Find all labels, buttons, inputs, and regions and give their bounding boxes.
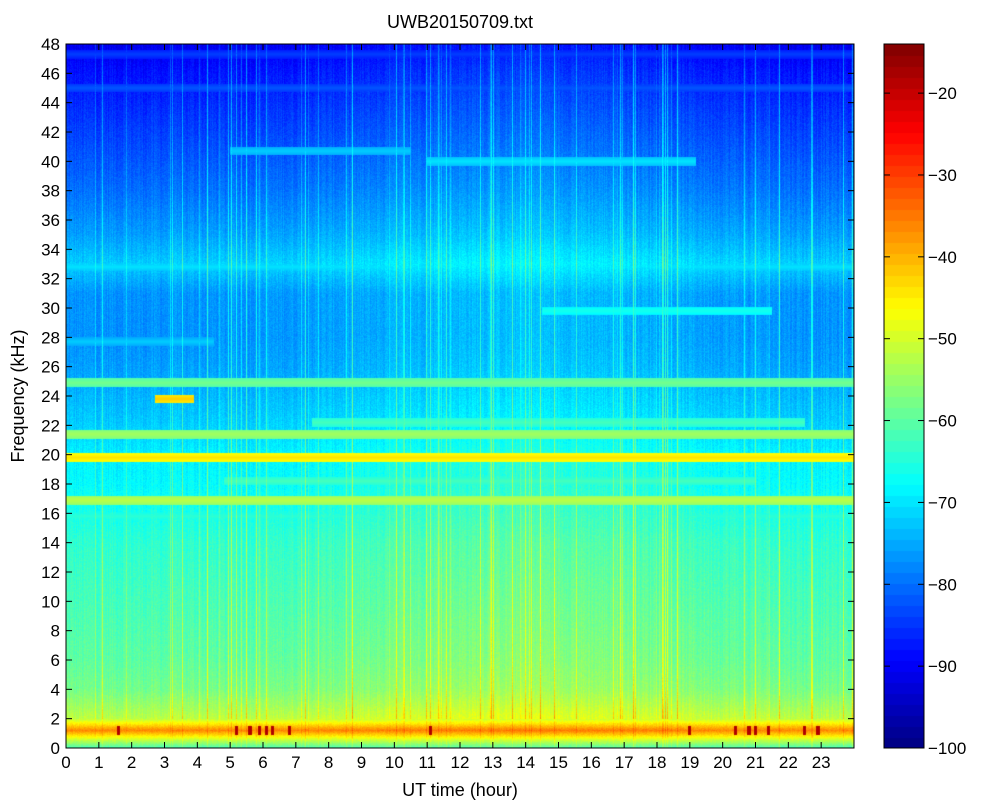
y-tick-label: 12 <box>41 563 60 582</box>
x-tick-label: 20 <box>713 753 732 772</box>
x-tick-label: 3 <box>160 753 169 772</box>
x-tick-label: 4 <box>193 753 202 772</box>
x-tick-label: 23 <box>812 753 831 772</box>
y-tick-label: 26 <box>41 358 60 377</box>
x-tick-label: 7 <box>291 753 300 772</box>
x-tick-label: 0 <box>61 753 70 772</box>
x-axis: 0 1 2 3 4 5 6 7 8 9 10 11 12 13 14 15 16 17 18 19 20 21 22 23 <box>61 44 831 772</box>
y-tick-label: 16 <box>41 504 60 523</box>
colorbar-axis: −100 −90 −80 −70 −60 −50 −40 −30 −20 <box>884 84 966 758</box>
colorbar-tick-label: −50 <box>928 330 957 349</box>
x-tick-label: 13 <box>483 753 502 772</box>
x-tick-label: 6 <box>258 753 267 772</box>
y-tick-label: 20 <box>41 446 60 465</box>
colorbar-tick-label: −60 <box>928 412 957 431</box>
y-tick-label: 0 <box>51 739 60 758</box>
colorbar-tick-label: −30 <box>928 166 957 185</box>
y-tick-label: 32 <box>41 270 60 289</box>
y-tick-label: 14 <box>41 534 60 553</box>
y-tick-label: 44 <box>41 94 60 113</box>
y-tick-label: 46 <box>41 64 60 83</box>
colorbar-tick-label: −20 <box>928 84 957 103</box>
x-tick-label: 21 <box>746 753 765 772</box>
x-tick-label: 2 <box>127 753 136 772</box>
y-tick-label: 38 <box>41 182 60 201</box>
x-tick-label: 14 <box>516 753 535 772</box>
y-tick-label: 36 <box>41 211 60 230</box>
y-tick-label: 8 <box>51 622 60 641</box>
colorbar-gradient <box>884 44 924 748</box>
x-tick-label: 8 <box>324 753 333 772</box>
y-tick-label: 42 <box>41 123 60 142</box>
y-tick-label: 6 <box>51 651 60 670</box>
y-tick-label: 24 <box>41 387 60 406</box>
x-tick-label: 15 <box>549 753 568 772</box>
x-tick-label: 9 <box>357 753 366 772</box>
x-tick-label: 22 <box>779 753 798 772</box>
y-tick-label: 40 <box>41 152 60 171</box>
colorbar-tick-label: −70 <box>928 493 957 512</box>
x-tick-label: 11 <box>418 753 436 772</box>
chart-title: UWB20150709.txt <box>387 12 533 32</box>
y-tick-label: 18 <box>41 475 60 494</box>
colorbar-frame <box>883 43 925 749</box>
colorbar <box>884 44 924 748</box>
x-tick-label: 18 <box>648 753 667 772</box>
y-tick-label: 2 <box>51 710 60 729</box>
x-tick-label: 16 <box>582 753 601 772</box>
y-tick-label: 48 <box>41 35 60 54</box>
y-axis: 0246810121416182022242628303234363840424… <box>41 35 854 758</box>
x-tick-label: 1 <box>94 753 103 772</box>
y-tick-label: 10 <box>41 592 60 611</box>
y-tick-label: 30 <box>41 299 60 318</box>
y-tick-label: 4 <box>51 680 60 699</box>
y-tick-label: 28 <box>41 328 60 347</box>
x-tick-label: 5 <box>225 753 234 772</box>
spectrogram-heatmap <box>66 44 854 748</box>
x-tick-label: 10 <box>385 753 404 772</box>
spectrogram-plot-area <box>66 44 854 748</box>
colorbar-tick-label: −40 <box>928 248 957 267</box>
colorbar-tick-label: −100 <box>928 739 966 758</box>
x-tick-label: 17 <box>615 753 634 772</box>
colorbar-tick-label: −90 <box>928 657 957 676</box>
y-tick-label: 34 <box>41 240 60 259</box>
colorbar-tick-label: −80 <box>928 575 957 594</box>
x-tick-label: 19 <box>680 753 699 772</box>
y-axis-label: Frequency (kHz) <box>8 329 28 462</box>
x-tick-label: 12 <box>451 753 470 772</box>
x-axis-label: UT time (hour) <box>402 780 518 800</box>
y-tick-label: 22 <box>41 416 60 435</box>
